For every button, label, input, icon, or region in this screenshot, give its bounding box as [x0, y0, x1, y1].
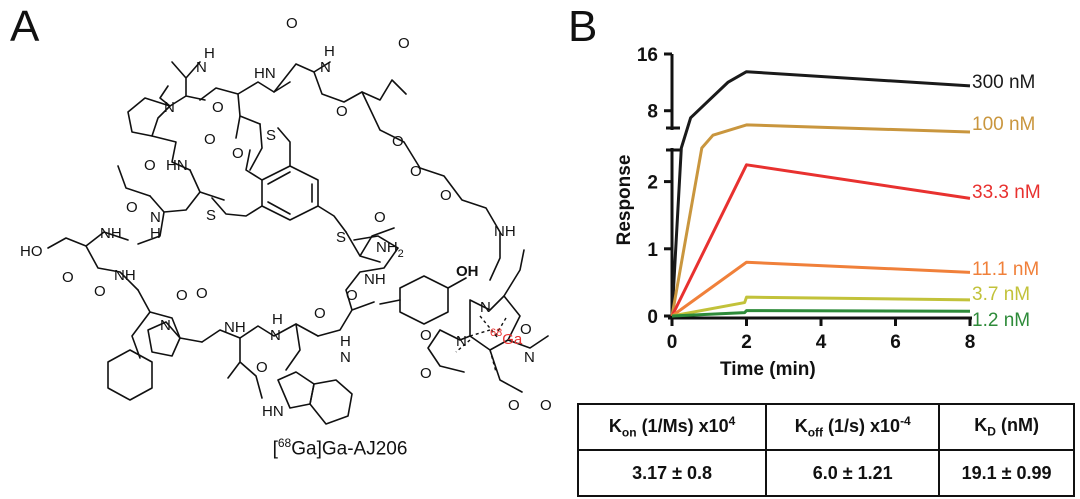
y-tick-label: 16 — [637, 45, 658, 66]
gallium-label: 68Ga — [490, 327, 523, 348]
atom-label-o: O — [144, 157, 156, 174]
molecule-structure: H N HN O H N N O O S O O O O O O HN O S … — [20, 15, 552, 425]
atom-label-o: O — [204, 131, 216, 148]
atom-label-n: N — [270, 327, 281, 344]
atom-label-o: O — [540, 397, 552, 414]
atom-label-o: O — [126, 199, 138, 216]
binding-chart: 0 2 4 6 8 0 1 2 8 16 300 nM 100 nM 33.3 nM 11.1 nM 3.… — [614, 45, 1041, 380]
atom-label-h: H — [272, 311, 283, 328]
atom-label-h: H — [204, 45, 215, 62]
header-kd: KD (nM) — [938, 403, 1075, 451]
header-koff: Koff (1/s) x10-4 — [765, 403, 941, 451]
y-axis-label: Response — [614, 155, 635, 246]
atom-label-n: N — [320, 59, 331, 76]
atom-label-n: N — [150, 209, 161, 226]
atom-label-n: N — [524, 349, 535, 366]
atom-label-oh: OH — [456, 263, 479, 280]
atom-label-nh: NH — [114, 267, 136, 284]
molecule-caption: [68Ga]Ga-AJ206 — [272, 436, 408, 460]
atom-label-o: O — [286, 15, 298, 32]
chart-axes — [666, 54, 972, 320]
gallium-mass: 68 — [490, 327, 502, 339]
table-row: 3.17 ± 0.8 6.0 ± 1.21 19.1 ± 0.99 — [576, 449, 1075, 497]
kinetics-table: Kon (1/Ms) x104 Koff (1/s) x10-4 KD (nM)… — [576, 403, 1075, 497]
atom-label-hn: HN — [262, 403, 284, 420]
atom-label-o: O — [256, 359, 268, 376]
series-label: 100 nM — [972, 114, 1035, 135]
x-tick-label: 4 — [816, 332, 827, 353]
table-header-row: Kon (1/Ms) x104 Koff (1/s) x10-4 KD (nM) — [576, 403, 1075, 451]
series-label: 3.7 nM — [972, 284, 1030, 305]
atom-label-o: O — [62, 269, 74, 286]
x-axis-label: Time (min) — [720, 359, 816, 380]
atom-label-o: O — [392, 133, 404, 150]
atom-label-nh: NH — [494, 223, 516, 240]
atom-label-o: O — [420, 365, 432, 382]
atom-label-s: S — [336, 229, 346, 246]
atom-label-nh: NH — [100, 225, 122, 242]
molecule-bonds — [47, 61, 549, 425]
value-kd: 19.1 ± 0.99 — [938, 449, 1075, 497]
series-line-100-nM — [670, 123, 971, 317]
atom-label-o: O — [94, 283, 106, 300]
atom-label-o: O — [398, 35, 410, 52]
y-tick-label: 1 — [647, 240, 658, 261]
atom-label-nh2: NH2 — [376, 239, 404, 260]
series-label: 1.2 nM — [972, 310, 1030, 331]
panel-label-b: B — [568, 2, 598, 51]
atom-label-o: O — [420, 327, 432, 344]
atom-label-o: O — [232, 145, 244, 162]
atom-label-o: O — [508, 397, 520, 414]
atom-label-n: N — [480, 299, 491, 316]
atom-label-h: H — [340, 333, 351, 350]
coordination-bonds — [455, 315, 507, 373]
gallium-symbol: Ga — [502, 331, 523, 348]
series-label: 300 nM — [972, 72, 1035, 93]
atom-label-o: O — [336, 103, 348, 120]
series-label: 11.1 nM — [972, 259, 1039, 280]
atom-label-o: O — [520, 321, 532, 338]
atom-label-s: S — [266, 127, 276, 144]
atom-label-o: O — [196, 285, 208, 302]
atom-label-o: O — [346, 287, 358, 304]
atom-label-nh: NH — [364, 271, 386, 288]
atom-label-n: N — [160, 317, 171, 334]
atom-label-o: O — [314, 305, 326, 322]
x-tick-label: 6 — [890, 332, 901, 353]
panel-label-a: A — [10, 2, 40, 51]
atom-label-nh: NH — [224, 319, 246, 336]
atom-label-h: H — [150, 225, 161, 242]
x-tick-label: 0 — [667, 332, 678, 353]
y-tick-label: 0 — [647, 307, 658, 328]
atom-label-o: O — [374, 209, 386, 226]
atom-label-o: O — [176, 287, 188, 304]
atom-label-o: O — [410, 163, 422, 180]
series-line-11-1-nM — [671, 260, 971, 318]
atom-label-o: O — [440, 187, 452, 204]
value-kon: 3.17 ± 0.8 — [576, 449, 768, 497]
atom-label-n: N — [196, 59, 207, 76]
series-line-1-2-nM — [671, 309, 971, 318]
series-line-3-7-nM — [671, 295, 971, 318]
header-kon: Kon (1/Ms) x104 — [576, 403, 768, 451]
atom-label-h: H — [324, 43, 335, 60]
x-tick-label: 2 — [741, 332, 752, 353]
atom-label-n: N — [456, 333, 467, 350]
series-line-33-3-nM — [670, 163, 971, 317]
atom-label-hn: HN — [166, 157, 188, 174]
atom-label-ho: HO — [20, 243, 43, 260]
atom-label-o: O — [212, 99, 224, 116]
series-label: 33.3 nM — [972, 182, 1041, 203]
value-koff: 6.0 ± 1.21 — [765, 449, 941, 497]
x-tick-label: 8 — [965, 332, 976, 353]
atom-label-n: N — [164, 99, 175, 116]
y-tick-label: 2 — [647, 173, 658, 194]
atom-label-n: N — [340, 349, 351, 366]
atom-label-hn: HN — [254, 65, 276, 82]
atom-label-s: S — [206, 207, 216, 224]
series-line-300-nM — [670, 70, 971, 317]
y-tick-label: 8 — [647, 102, 658, 123]
